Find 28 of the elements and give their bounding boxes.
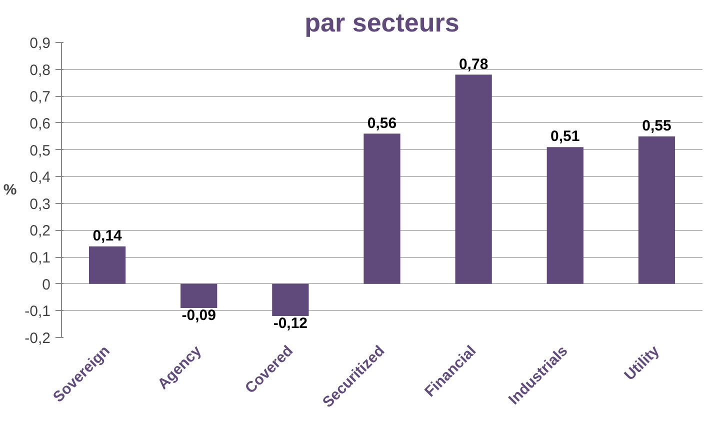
bar [546, 147, 584, 284]
y-tick-label: -0,1 [24, 303, 51, 320]
bar [88, 246, 126, 284]
bar [272, 284, 309, 316]
y-tick-label: 0,4 [30, 169, 51, 186]
data-label: 0,55 [642, 117, 672, 134]
bar [364, 134, 400, 284]
bar [455, 74, 492, 284]
y-tick-label: 0,1 [30, 250, 51, 267]
y-tick-label: -0,2 [24, 330, 51, 347]
data-label: 0,14 [92, 227, 123, 244]
y-tick-label: 0,8 [30, 62, 51, 79]
data-label: -0,12 [273, 315, 308, 332]
data-label: 0,56 [367, 114, 397, 132]
chart-title: par secteurs [304, 8, 460, 38]
data-label: 0,51 [550, 128, 580, 146]
y-tick-label: 0,2 [30, 222, 51, 240]
y-tick-label: 0,6 [30, 115, 51, 132]
data-label: 0,78 [458, 56, 488, 73]
y-tick-label: 0,9 [30, 35, 51, 52]
bar [180, 284, 218, 308]
y-tick-label: 0 [42, 276, 50, 294]
data-label: -0,09 [182, 307, 216, 324]
y-axis-title: % [3, 182, 17, 198]
y-tick-label: 0,3 [30, 196, 51, 213]
bar [638, 136, 676, 284]
y-tick-label: 0,5 [30, 142, 51, 160]
y-tick-label: 0,7 [30, 88, 51, 106]
